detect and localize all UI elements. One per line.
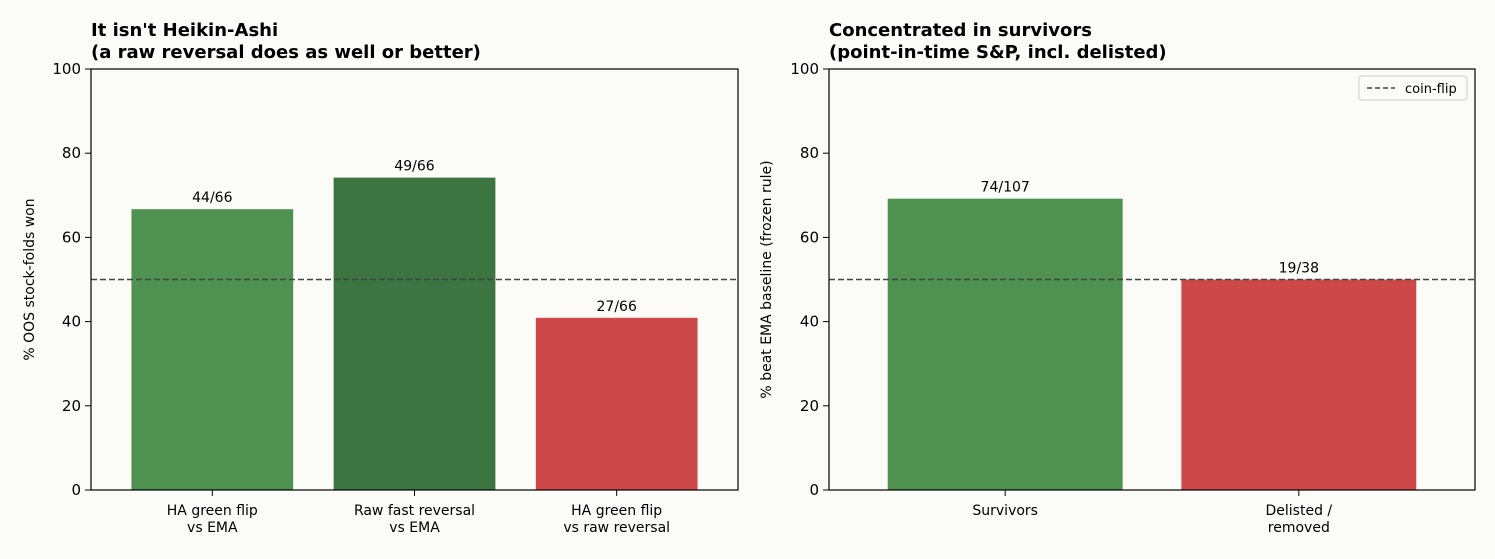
legend-entry: coin-flip [1405,82,1457,97]
plot-frame [90,68,739,491]
x-tick-label: HA green flip vs raw reversal [563,503,670,536]
bar-value-label: 27/66 [597,299,637,315]
x-tick-label: Raw fast reversal vs EMA [354,503,475,536]
x-tick-label: Delisted / removed [1266,503,1333,536]
bar [535,317,698,490]
bar [333,177,496,491]
chart-title-line: It isn't Heikin-Ashi [91,20,278,41]
bar [1181,279,1417,490]
y-tick-label: 40 [62,313,81,331]
y-tick-label: 100 [790,60,819,78]
y-tick-label: 100 [52,60,81,78]
y-tick-label: 60 [62,228,81,246]
y-tick-label: 80 [62,144,81,162]
chart-panel-2: Concentrated in survivors(point-in-time … [759,20,1476,536]
bar-value-label: 74/107 [981,180,1030,196]
chart-title-line: (a raw reversal does as well or better) [91,42,481,63]
bar-value-label: 19/38 [1279,261,1319,277]
y-tick-label: 20 [800,397,819,415]
bar [887,198,1123,490]
chart-panel-1: It isn't Heikin-Ashi(a raw reversal does… [22,20,739,536]
bar [131,209,294,490]
y-axis-label: % beat EMA baseline (frozen rule) [759,160,775,398]
y-tick-label: 20 [62,397,81,415]
y-tick-label: 40 [800,313,819,331]
legend-box [1358,75,1468,101]
chart-title-line: Concentrated in survivors [829,20,1092,41]
x-tick-label: HA green flip vs EMA [167,503,258,536]
plot-frame [828,68,1476,491]
y-tick-label: 0 [71,481,81,499]
y-tick-label: 60 [800,228,819,246]
y-tick-label: 80 [800,144,819,162]
legend: coin-flip [1358,75,1468,101]
bar-value-label: 44/66 [192,190,232,206]
x-tick-label: Survivors [972,503,1038,519]
y-axis-label: % OOS stock-folds won [22,198,38,360]
chart-title-line: (point-in-time S&P, incl. delisted) [829,42,1167,63]
bar-value-label: 49/66 [394,159,434,175]
y-tick-label: 0 [809,481,819,499]
